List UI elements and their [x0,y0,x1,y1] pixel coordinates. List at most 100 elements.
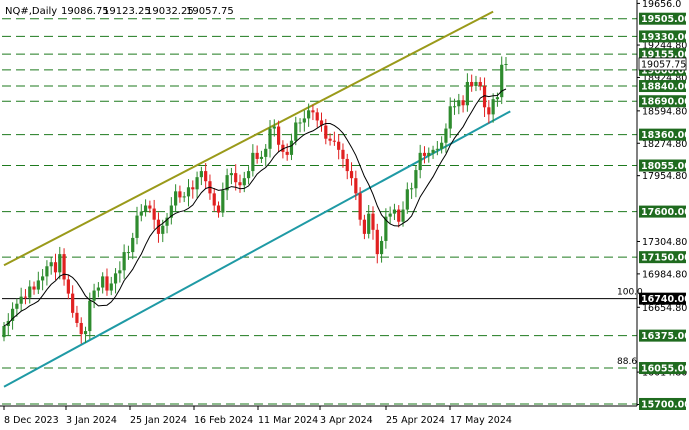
candle [418,144,422,179]
candle-body [221,190,225,213]
candle [71,285,75,318]
y-tick-label: 16654.80 [642,303,687,314]
candle-body [161,225,165,234]
candle [83,326,88,343]
candle [165,213,169,234]
level-price-box: 18055.00 [639,159,689,172]
candle [500,56,504,105]
price-box-label: 17600.00 [641,207,689,218]
candle [457,93,461,115]
candle-body [71,293,75,313]
price-box-bg [639,12,686,25]
candle [431,145,435,159]
chart-header: NQ#,Daily 19086.75 19123.25 19032.25 190… [5,6,234,17]
candle-body [19,296,23,304]
candles [2,56,508,344]
candle [23,289,28,305]
candle [427,147,431,163]
candle [152,199,156,230]
candle-body [371,213,375,230]
candle-body [264,148,268,157]
candle [58,246,62,280]
candle [354,170,358,201]
candle [79,317,83,344]
x-tick-label: 11 Mar 2024 [258,415,318,426]
current-price-label: 19057.75 [641,59,686,70]
level-price-box: 18360.00 [639,128,689,141]
candle-body [311,110,315,113]
price-box-bg [639,95,686,108]
candle [367,205,371,239]
candle-body [199,171,203,178]
candle-body [45,266,49,277]
candle [66,274,70,300]
candle [2,321,6,342]
ohlc-close: 19057.75 [186,6,234,17]
candle [182,191,186,203]
candle [311,104,315,121]
candle-body [285,151,289,155]
price-box-label: 18055.00 [641,161,689,172]
level-price-box: 19505.00 [639,12,689,25]
level-price-boxes: 19505.00 19330.00 19155.00 19000.00 18840.00… [638,12,689,410]
candle-body [238,182,242,186]
candle-body [216,205,221,213]
level-price-box: 16375.00 [639,329,689,342]
candle [229,167,234,185]
candle-body [23,296,28,298]
candle-body [58,254,62,273]
y-tick-label: 18594.80 [642,106,687,117]
candle-body [491,99,495,115]
candle [251,144,255,177]
price-box-label: 19330.00 [641,32,689,43]
x-tick-label: 3 Apr 2024 [320,415,373,426]
level-price-box: 16055.00 [639,362,689,375]
candle-body [341,149,345,159]
candle-body [101,276,105,288]
candle-body [435,148,439,150]
candle [474,75,478,92]
x-tick-label: 3 Jan 2024 [66,415,117,426]
candle [10,302,15,330]
candle-body [79,322,83,335]
candle [435,141,439,156]
candle [101,272,105,294]
candle-body [131,237,135,253]
candle-body [62,254,66,280]
candle [135,206,139,245]
candle-body [113,273,118,284]
price-box-label: 19155.00 [641,50,689,61]
y-tick-label: 16984.80 [642,269,687,280]
price-box-label: 16740.00 [641,294,689,305]
candle [225,168,229,201]
candle-body [298,122,302,124]
candle-body [246,171,251,179]
candle-body [457,100,461,107]
candle [92,283,96,309]
price-box-bg [639,329,686,342]
candle [148,200,152,213]
candle [388,206,392,224]
y-tick-label: 17304.80 [642,237,687,248]
ohlc-open: 19086.75 [61,6,109,17]
candle-body [349,171,354,179]
candle-body [362,219,367,234]
fibo-label: 100.0 [617,288,643,298]
candle-body [92,290,96,301]
candle-body [10,308,15,321]
candle [328,133,332,146]
candle [289,133,294,161]
candle-body [422,152,427,156]
candle-body [444,128,448,143]
candle-body [41,276,45,281]
x-tick-label: 25 Apr 2024 [386,415,445,426]
candle-body [302,118,306,123]
candle [234,164,238,191]
lower-trendline [3,110,511,388]
candle [195,171,199,198]
candle [204,163,208,189]
x-tick-label: 25 Jan 2024 [130,415,187,426]
candle-body [324,125,328,139]
current-price-box: 19057.75 [638,57,687,70]
